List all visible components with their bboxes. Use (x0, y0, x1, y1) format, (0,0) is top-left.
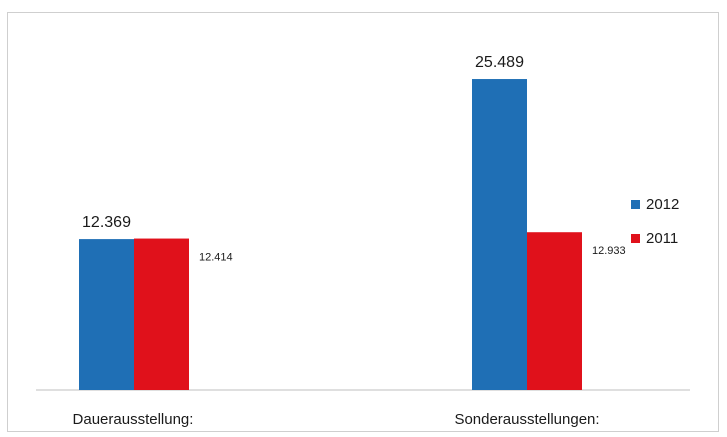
legend-swatch-2012 (631, 200, 640, 209)
value-label-2011-1: 12.933 (592, 245, 626, 257)
value-label-2012-0: 12.369 (82, 214, 131, 231)
category-label-0: Dauerausstellung: (73, 411, 194, 428)
category-label-1: Sonderausstellungen: (454, 411, 599, 428)
bar-2012-0 (79, 239, 134, 390)
bar-2012-1 (472, 79, 527, 390)
bar-2011-1 (527, 232, 582, 390)
legend-label-2011: 2011 (646, 230, 678, 247)
value-label-2011-0: 12.414 (199, 252, 233, 264)
legend-label-2012: 2012 (646, 196, 679, 213)
legend-swatch-2011 (631, 234, 640, 243)
bar-2011-0 (134, 238, 189, 390)
value-label-2012-1: 25.489 (475, 54, 524, 71)
